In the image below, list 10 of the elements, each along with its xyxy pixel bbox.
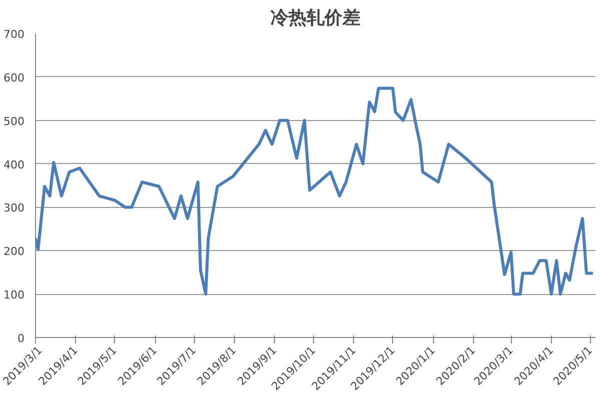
y-tick-label: 700 xyxy=(4,28,25,41)
y-tick-label: 300 xyxy=(4,202,25,215)
y-tick-label: 0 xyxy=(18,332,24,345)
y-tick-label: 600 xyxy=(4,71,25,84)
y-tick-label: 500 xyxy=(4,114,25,128)
line-series xyxy=(36,86,594,296)
chart-title: 冷热轧价差 xyxy=(270,8,360,28)
y-tick-label: 400 xyxy=(4,158,25,172)
y-tick-label: 200 xyxy=(4,245,25,258)
y-tick-label: 100 xyxy=(4,288,25,302)
